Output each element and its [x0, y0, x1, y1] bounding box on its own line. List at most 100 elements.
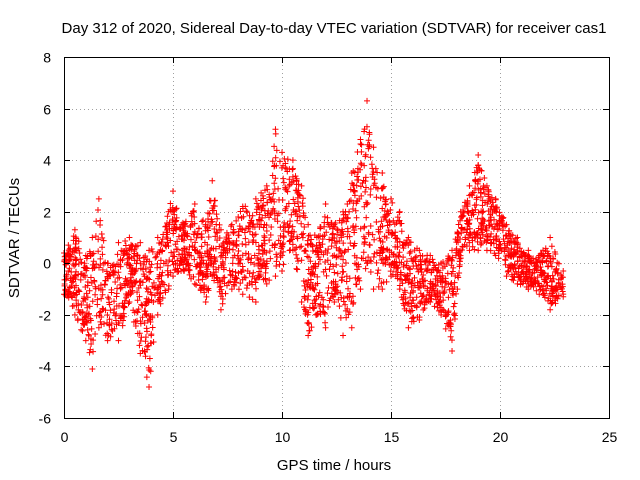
data-point	[520, 250, 527, 257]
data-point	[106, 301, 113, 308]
data-point	[288, 211, 295, 218]
data-point	[214, 215, 221, 222]
data-point	[471, 202, 478, 209]
data-point	[421, 301, 428, 308]
data-point	[405, 279, 412, 286]
data-point	[343, 214, 350, 221]
data-point	[488, 194, 495, 201]
data-point	[464, 220, 471, 227]
data-point	[283, 186, 290, 193]
data-point	[319, 233, 326, 240]
data-point	[211, 257, 218, 264]
data-point	[258, 207, 265, 214]
data-point	[341, 249, 348, 256]
data-point	[277, 224, 284, 231]
data-point	[251, 261, 258, 268]
data-point	[142, 253, 149, 260]
data-point	[319, 241, 326, 248]
data-point	[424, 287, 431, 294]
data-point	[465, 235, 472, 242]
data-point	[373, 259, 380, 266]
data-point	[205, 233, 212, 240]
data-point	[167, 200, 174, 207]
data-point	[182, 220, 189, 227]
data-point	[443, 261, 450, 268]
data-point	[248, 278, 255, 285]
data-point	[72, 272, 79, 279]
data-point	[375, 228, 382, 235]
data-point	[342, 307, 349, 314]
data-point	[417, 290, 424, 297]
data-point	[490, 203, 497, 210]
data-point	[304, 253, 311, 260]
data-point	[394, 262, 401, 269]
data-point	[99, 244, 106, 251]
data-point	[323, 229, 330, 236]
data-point	[340, 208, 347, 215]
data-point	[172, 218, 179, 225]
data-point	[483, 239, 490, 246]
data-point	[126, 254, 133, 261]
data-point	[411, 274, 418, 281]
data-point	[264, 210, 271, 217]
data-point	[362, 184, 369, 191]
data-point	[144, 275, 151, 282]
data-point	[281, 219, 288, 226]
data-point	[138, 301, 145, 308]
data-point	[255, 243, 262, 250]
data-point	[508, 245, 515, 252]
data-point	[279, 243, 286, 250]
data-point	[306, 283, 313, 290]
data-point	[93, 261, 100, 268]
data-point	[289, 157, 296, 164]
data-point	[227, 223, 234, 230]
data-point	[95, 248, 102, 255]
data-point	[335, 253, 342, 260]
data-point	[292, 173, 299, 180]
data-point	[305, 221, 312, 228]
data-point	[505, 267, 512, 274]
data-point	[548, 300, 555, 307]
data-point	[227, 278, 234, 285]
data-point	[551, 297, 558, 304]
data-point	[175, 233, 182, 240]
data-point	[92, 291, 99, 298]
data-point	[99, 251, 106, 258]
data-point	[94, 296, 101, 303]
data-point	[375, 283, 382, 290]
data-point	[300, 304, 307, 311]
data-point	[142, 338, 149, 345]
data-point	[366, 131, 373, 138]
data-point	[473, 164, 480, 171]
data-point	[421, 259, 428, 266]
data-point	[282, 160, 289, 167]
data-point	[363, 123, 370, 130]
data-point	[231, 252, 238, 259]
data-point	[271, 163, 278, 170]
data-point	[461, 199, 468, 206]
data-point	[274, 212, 281, 219]
data-point	[299, 234, 306, 241]
data-point	[393, 253, 400, 260]
data-point	[211, 197, 218, 204]
data-point	[262, 269, 269, 276]
data-point	[165, 286, 172, 293]
data-point	[72, 261, 79, 268]
data-point	[127, 291, 134, 298]
data-point	[466, 182, 473, 189]
data-point	[197, 267, 204, 274]
data-point	[554, 269, 561, 276]
data-point	[516, 245, 523, 252]
x-axis-label: GPS time / hours	[277, 457, 391, 474]
data-point	[328, 243, 335, 250]
data-point	[160, 231, 167, 238]
data-point	[427, 298, 434, 305]
data-point	[137, 350, 144, 357]
data-point	[367, 186, 374, 193]
data-point	[249, 296, 256, 303]
data-point	[467, 230, 474, 237]
data-point	[122, 282, 129, 289]
data-point	[488, 239, 495, 246]
data-point	[244, 282, 251, 289]
data-point	[509, 276, 516, 283]
